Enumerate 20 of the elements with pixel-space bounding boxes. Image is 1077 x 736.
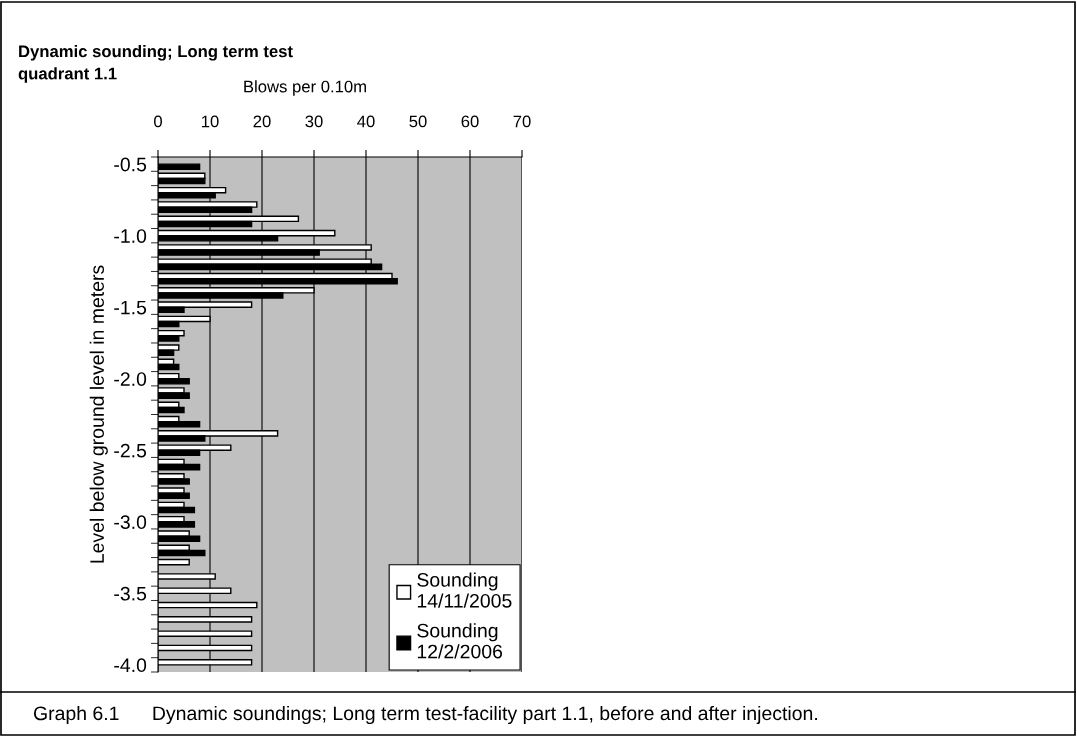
x-tick-label: 40 (357, 115, 375, 128)
y-tick-label: -3.0 (114, 515, 147, 530)
x-tick-label: 60 (461, 115, 479, 128)
legend-label: Sounding 12/2/2006 (417, 623, 503, 659)
y-tick-label: -1.0 (114, 229, 147, 243)
x-tick-label: 20 (253, 115, 271, 128)
y-tick-label: -1.5 (114, 300, 147, 315)
x-tick-label: 10 (202, 115, 219, 128)
x-tick-label: 0 (154, 115, 162, 128)
x-tick-label: 30 (305, 115, 323, 128)
y-tick-label: -4.0 (114, 658, 147, 673)
x-tick-label: 70 (513, 115, 531, 128)
y-tick-label: -2.5 (114, 443, 147, 458)
y-tick-label: -2.0 (114, 372, 147, 386)
y-tick-label: -0.5 (114, 157, 147, 172)
y-tick-label: -3.5 (114, 586, 147, 601)
legend-label: Sounding 14/11/2005 (417, 572, 512, 608)
y-axis-title: Level below ground level in meters (89, 265, 108, 563)
caption: Graph 6.1 Dynamic soundings; Long term test-facility part 1.1, before and after injection. (33, 705, 817, 725)
x-tick-label: 50 (409, 115, 427, 128)
